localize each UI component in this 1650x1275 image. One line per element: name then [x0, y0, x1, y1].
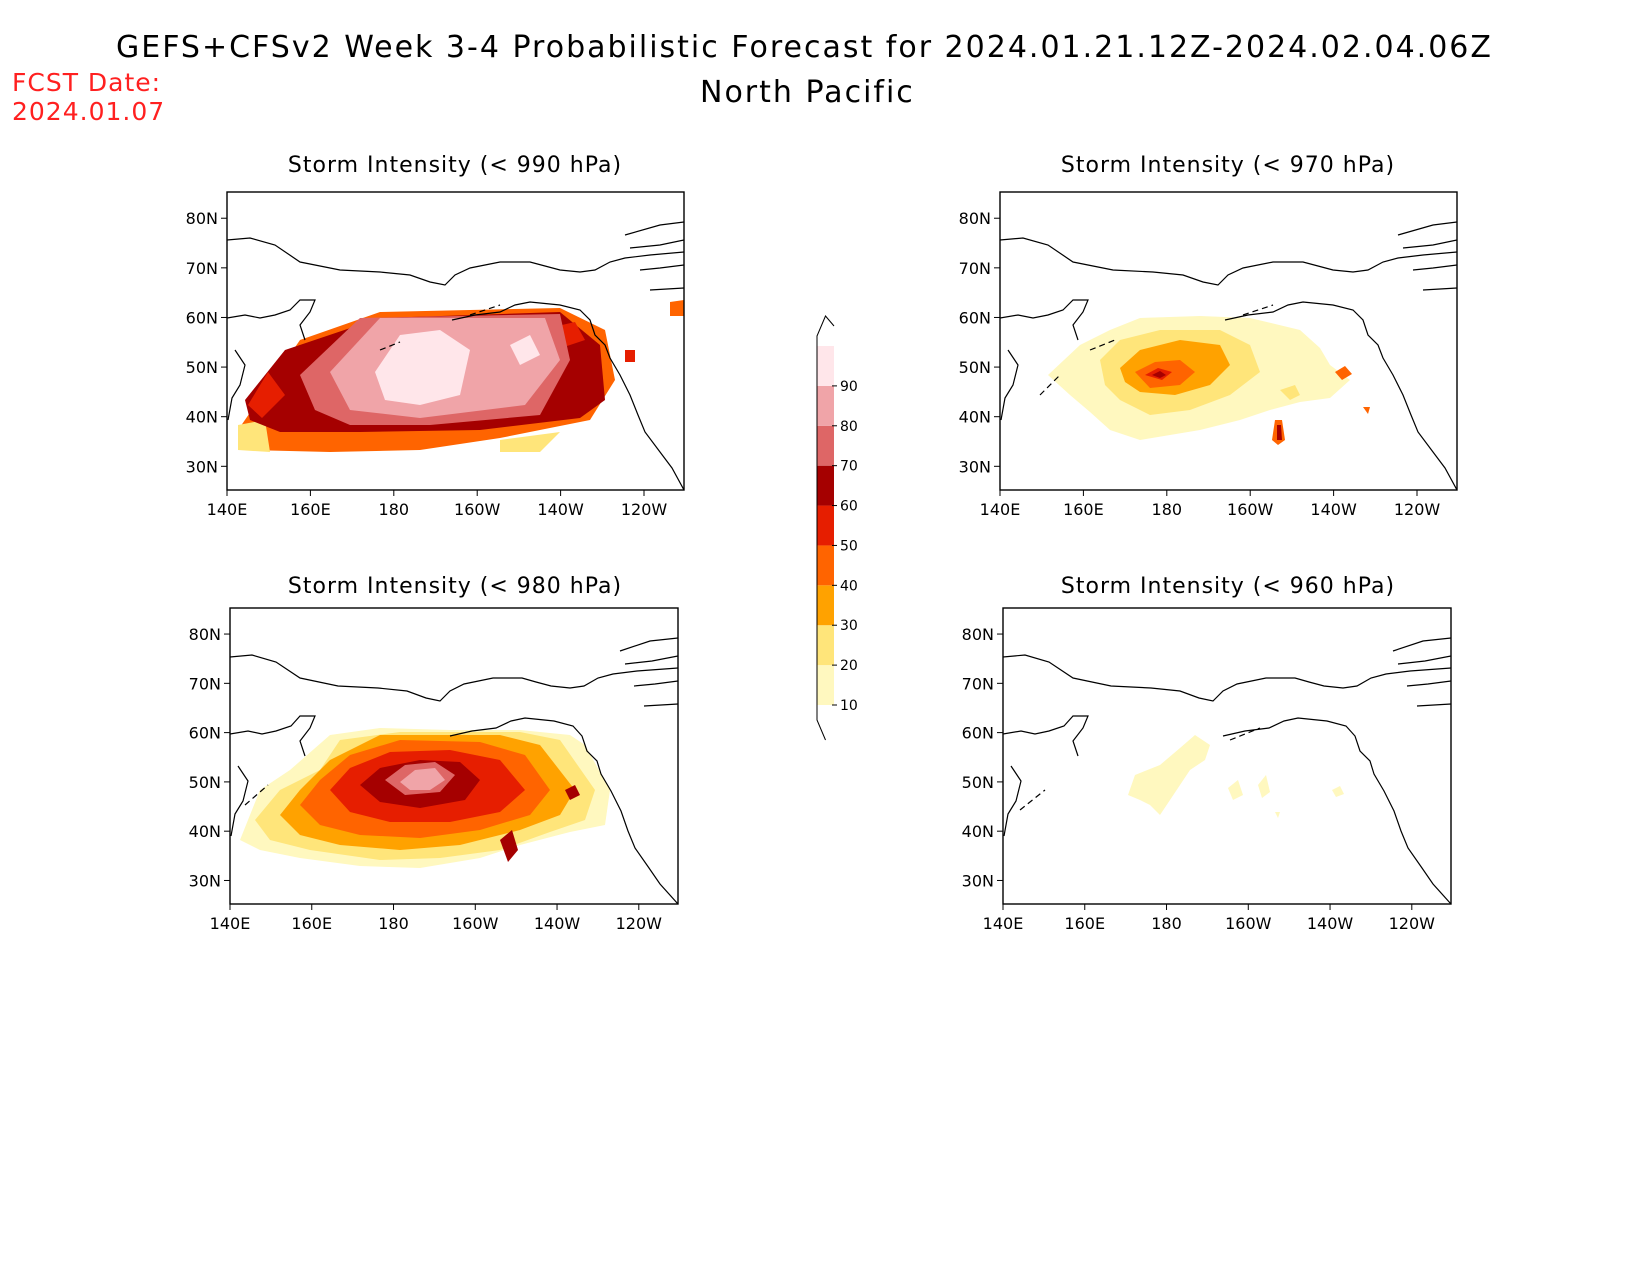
map-frame — [226, 191, 685, 491]
lat-tick-label: 50N — [959, 358, 991, 377]
lat-tick-label: 40N — [962, 822, 994, 841]
map-frame — [1002, 607, 1452, 905]
figure-title: GEFS+CFSv2 Week 3-4 Probabilistic Foreca… — [116, 30, 1493, 65]
lat-tick-label: 70N — [959, 259, 991, 278]
colorbar-bottom-cap — [816, 705, 826, 741]
probability-field — [1048, 316, 1370, 445]
lon-tick-label: 120W — [1389, 914, 1436, 933]
lon-tick-label: 120W — [616, 914, 663, 933]
lat-tick-label: 60N — [962, 724, 994, 743]
colorbar-label: 80 — [840, 419, 858, 435]
lon-tick-label: 160E — [291, 914, 332, 933]
colorbar-label: 60 — [840, 499, 858, 515]
panel-title: Storm Intensity (< 970 hPa) — [1061, 153, 1395, 178]
colorbar-swatch — [817, 585, 834, 626]
lat-tick-label: 80N — [962, 625, 994, 644]
lat-tick-label: 80N — [189, 625, 221, 644]
axis-labels: 140E 160E 180 160W 140W 120W 80N 70N 60N 50N 40N 30… — [186, 209, 1441, 933]
lat-tick-label: 30N — [186, 457, 218, 476]
lon-tick-label: 180 — [378, 914, 409, 933]
panel-980: Storm Intensity (< 980 hPa) — [229, 574, 679, 905]
lon-tick-label: 120W — [621, 500, 668, 519]
lat-tick-label: 30N — [189, 871, 221, 890]
colorbar-swatch — [817, 665, 834, 705]
lat-tick-label: 50N — [189, 773, 221, 792]
colorbar-swatch — [817, 625, 834, 666]
lat-tick-label: 60N — [189, 724, 221, 743]
lon-tick-label: 140W — [537, 500, 584, 519]
lon-tick-label: 180 — [1151, 914, 1182, 933]
colorbar-swatch — [817, 465, 834, 506]
lon-tick-label: 180 — [1152, 500, 1183, 519]
forecast-date: FCST Date: 2024.01.07 — [12, 68, 165, 126]
probability-field — [238, 300, 684, 452]
lon-tick-label: 120W — [1394, 500, 1441, 519]
lat-tick-label: 80N — [959, 209, 991, 228]
panel-970: Storm Intensity (< 970 hPa) — [999, 153, 1458, 491]
panel-960: Storm Intensity (< 960 hPa) — [1002, 574, 1452, 905]
colorbar-swatch — [817, 385, 834, 426]
lat-tick-label: 40N — [189, 822, 221, 841]
colorbar-swatch — [817, 505, 834, 546]
panel-990: Storm Intensity (< 990 hPa) — [226, 153, 685, 491]
lat-tick-label: 60N — [186, 308, 218, 327]
map-frame — [999, 191, 1458, 491]
lon-tick-label: 160W — [1225, 914, 1272, 933]
probability-field — [240, 728, 610, 868]
lon-tick-label: 140E — [207, 500, 248, 519]
forecast-date-value: 2024.01.07 — [12, 97, 166, 126]
lon-tick-label: 140E — [980, 500, 1021, 519]
lon-tick-label: 140E — [983, 914, 1024, 933]
colorbar-swatch — [817, 346, 834, 386]
colorbar-label: 70 — [840, 459, 858, 475]
coastline — [227, 221, 684, 490]
colorbar-label: 50 — [840, 538, 858, 554]
lat-tick-label: 30N — [962, 871, 994, 890]
coastline — [1000, 221, 1457, 490]
forecast-date-label: FCST Date: — [12, 68, 162, 97]
probability-field — [1128, 735, 1344, 818]
lon-tick-label: 180 — [379, 500, 410, 519]
lat-tick-label: 50N — [186, 358, 218, 377]
lon-tick-label: 160W — [454, 500, 501, 519]
region-subtitle: North Pacific — [700, 75, 915, 110]
panel-title: Storm Intensity (< 990 hPa) — [288, 153, 622, 178]
lat-tick-label: 50N — [962, 773, 994, 792]
lat-tick-label: 70N — [962, 674, 994, 693]
colorbar-label: 10 — [840, 698, 858, 714]
lon-tick-label: 140E — [210, 914, 251, 933]
lon-tick-label: 160E — [1064, 914, 1105, 933]
colorbar-label: 20 — [840, 658, 858, 674]
colorbar-label: 40 — [840, 578, 858, 594]
colorbar-swatch — [817, 425, 834, 466]
colorbar-label: 30 — [840, 618, 858, 634]
colorbar-label: 90 — [840, 379, 858, 395]
lon-tick-label: 160W — [452, 914, 499, 933]
coastline — [230, 637, 678, 904]
lon-tick-label: 140W — [534, 914, 581, 933]
lat-tick-label: 70N — [189, 674, 221, 693]
panel-title: Storm Intensity (< 980 hPa) — [288, 574, 622, 599]
lon-tick-label: 140W — [1307, 914, 1354, 933]
lat-tick-label: 30N — [959, 457, 991, 476]
lon-tick-label: 160W — [1227, 500, 1274, 519]
map-frame — [229, 607, 679, 905]
lon-tick-label: 160E — [290, 500, 331, 519]
lon-tick-label: 160E — [1063, 500, 1104, 519]
colorbar-top-cap — [816, 315, 835, 346]
panel-title: Storm Intensity (< 960 hPa) — [1061, 574, 1395, 599]
coastline — [1003, 637, 1451, 904]
lat-tick-label: 60N — [959, 308, 991, 327]
colorbar: 10 20 30 40 50 60 70 80 90 — [816, 315, 858, 741]
colorbar-swatch — [817, 545, 834, 586]
lat-tick-label: 40N — [959, 408, 991, 427]
lon-tick-label: 140W — [1310, 500, 1357, 519]
lat-tick-label: 80N — [186, 209, 218, 228]
lat-tick-label: 70N — [186, 259, 218, 278]
lat-tick-label: 40N — [186, 408, 218, 427]
